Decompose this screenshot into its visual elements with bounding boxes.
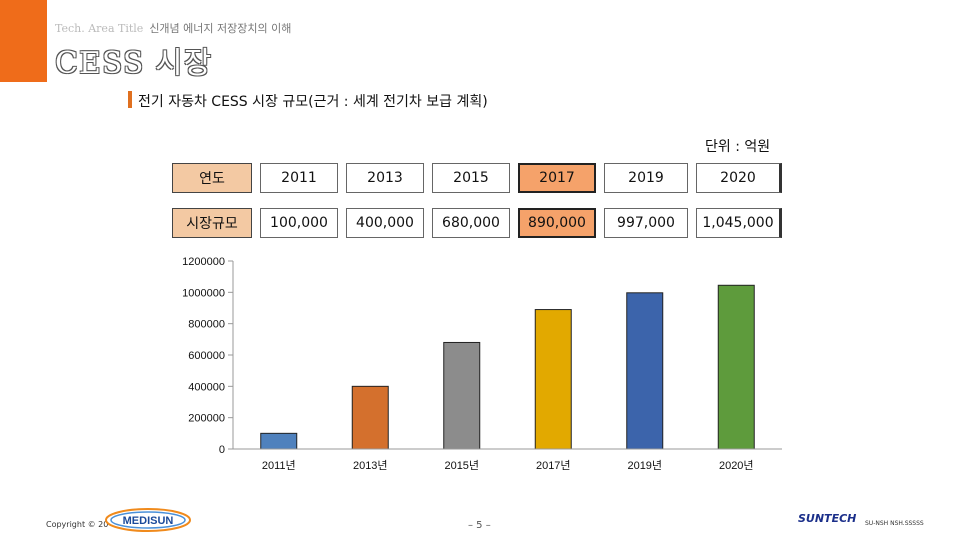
table-cell-value: 1,045,000 — [696, 208, 782, 238]
header-faint-label: Tech. Area Title — [55, 22, 144, 35]
y-tick-label: 1000000 — [182, 287, 225, 299]
table-cell-value: 400,000 — [346, 208, 424, 238]
x-tick-label: 2017년 — [536, 459, 571, 472]
table-cell-year: 2020 — [696, 163, 782, 193]
x-tick-label: 2011년 — [262, 459, 296, 472]
course-title: 신개념 에너지 저장장치의 이해 — [149, 22, 292, 35]
bar-series — [260, 284, 755, 450]
medisun-logo: MEDISUN — [105, 508, 191, 532]
section-bullet-bar — [128, 91, 132, 108]
section-title: 전기 자동차 CESS 시장 규모(근거 : 세계 전기차 보급 계획) — [138, 94, 488, 110]
y-tick-label: 600000 — [188, 350, 225, 362]
table-cell-year: 2013 — [346, 163, 424, 193]
table-cell-value: 997,000 — [604, 208, 688, 238]
suntech-logo: SUNTECH — [798, 512, 857, 525]
bar — [260, 432, 298, 450]
y-tick-label: 1200000 — [182, 256, 225, 268]
x-tick-label: 2020년 — [719, 459, 754, 472]
bar — [351, 385, 389, 450]
footer-small-text: SU-NSH NSH.SSSSS — [865, 520, 924, 527]
table-cell-year: 2015 — [432, 163, 510, 193]
table-cell-value: 680,000 — [432, 208, 510, 238]
x-tick-label: 2013년 — [353, 459, 388, 472]
x-tick-label: 2015년 — [444, 459, 479, 472]
table-cell-year: 2019 — [604, 163, 688, 193]
accent-block — [0, 0, 47, 82]
y-tick-label: 400000 — [188, 381, 225, 393]
y-tick-label: 0 — [219, 444, 225, 456]
table-cell-value: 100,000 — [260, 208, 338, 238]
header-subtitle: Tech. Area Title 신개념 에너지 저장장치의 이해 — [55, 20, 291, 36]
table-row-header-market-size: 시장규모 — [172, 208, 252, 238]
svg-text:MEDISUN: MEDISUN — [123, 515, 174, 527]
table-cell-year-highlight: 2017 — [518, 163, 596, 193]
page-number: – 5 – — [468, 520, 491, 531]
y-tick-label: 200000 — [188, 413, 225, 425]
table-cell-value-highlight: 890,000 — [518, 208, 596, 238]
bar — [443, 341, 481, 450]
y-tick-label: 800000 — [188, 319, 225, 331]
bar — [626, 292, 664, 450]
copyright-text: Copyright © 20 — [46, 520, 109, 529]
unit-note: 단위 : 억원 — [705, 139, 771, 155]
x-axis: 2011년 2013년 2015년 2017년 2019년 2020년 — [233, 448, 782, 472]
table-row-header-year: 연도 — [172, 163, 252, 193]
bar — [534, 309, 572, 450]
table-cell-year: 2011 — [260, 163, 338, 193]
bar — [717, 284, 755, 450]
y-axis: 0 200000 400000 600000 800000 1000000 1200000 — [182, 256, 234, 456]
x-tick-label: 2019년 — [627, 459, 662, 472]
page-title: CESS 시장 — [55, 46, 213, 81]
